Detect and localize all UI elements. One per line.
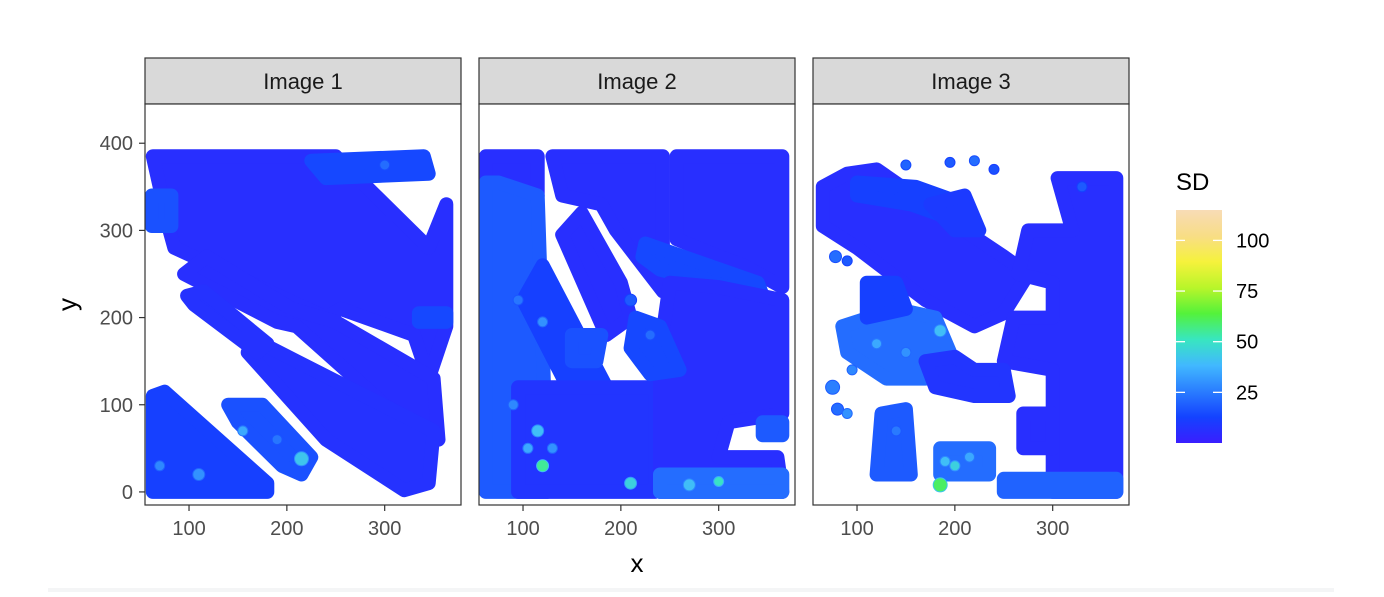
y-tick-label: 300 xyxy=(100,220,133,242)
facet-panel-1: Image 1 100 200 300 xyxy=(145,58,461,540)
data-point xyxy=(842,256,852,266)
x-tick-label: 100 xyxy=(840,518,873,540)
y-tick-label: 0 xyxy=(122,482,133,504)
data-region xyxy=(152,196,172,227)
y-tick-label: 400 xyxy=(100,133,133,155)
data-point xyxy=(513,295,523,305)
data-point xyxy=(193,469,205,481)
data-region xyxy=(867,283,906,318)
data-region xyxy=(877,409,911,474)
data-point xyxy=(683,479,695,491)
data-point xyxy=(508,400,518,410)
legend-title: SD xyxy=(1176,169,1209,196)
x-tick-label: 300 xyxy=(368,518,401,540)
x-tick-label: 200 xyxy=(270,518,303,540)
facet-label: Image 3 xyxy=(931,69,1011,94)
facet-panel-2: Image 2 100 200 300 xyxy=(479,58,795,540)
x-tick-label: 200 xyxy=(604,518,637,540)
data-region xyxy=(518,387,655,492)
x-tick-label: 300 xyxy=(702,518,735,540)
y-tick-label: 100 xyxy=(100,395,133,417)
colorbar xyxy=(1176,210,1222,443)
x-axis-title: x xyxy=(631,548,644,578)
data-point xyxy=(625,294,637,306)
data-point xyxy=(272,435,282,445)
data-point xyxy=(950,461,960,471)
facet-panel-3: Image 3 100 200 300 xyxy=(813,58,1129,540)
data-point xyxy=(523,443,533,453)
x-tick-label: 100 xyxy=(172,518,205,540)
data-point xyxy=(538,317,548,327)
y-tick-label: 200 xyxy=(100,308,133,330)
data-point xyxy=(826,380,840,394)
y-axis-title: y xyxy=(52,298,82,311)
colorbar-tick-label: 25 xyxy=(1236,382,1258,404)
colorbar-tick-label: 100 xyxy=(1236,230,1269,252)
data-point xyxy=(625,477,637,489)
data-point xyxy=(965,452,975,462)
colorbar-tick-label: 75 xyxy=(1236,281,1258,303)
colorbar-tick-label: 50 xyxy=(1236,332,1258,354)
data-region xyxy=(763,422,783,435)
data-point xyxy=(901,160,911,170)
data-point xyxy=(940,456,950,466)
data-point xyxy=(872,339,882,349)
data-point xyxy=(934,325,946,337)
data-point xyxy=(1077,182,1087,192)
data-point xyxy=(830,251,842,263)
facet-label: Image 1 xyxy=(263,69,343,94)
data-point xyxy=(295,452,309,466)
x-tick-label: 300 xyxy=(1036,518,1069,540)
data-point xyxy=(989,164,999,174)
data-region xyxy=(1023,414,1052,449)
data-point xyxy=(380,160,390,170)
facet-label: Image 2 xyxy=(597,69,677,94)
data-point xyxy=(532,425,544,437)
bottom-divider xyxy=(48,588,1334,592)
data-point xyxy=(537,460,549,472)
data-region xyxy=(419,313,446,322)
data-point xyxy=(842,409,852,419)
data-point xyxy=(832,403,844,415)
data-point xyxy=(933,478,947,492)
data-point xyxy=(969,156,979,166)
data-point xyxy=(945,157,955,167)
data-point xyxy=(238,426,248,436)
data-point xyxy=(901,347,911,357)
x-tick-label: 100 xyxy=(506,518,539,540)
data-point xyxy=(714,477,724,487)
x-tick-label: 200 xyxy=(938,518,971,540)
data-region xyxy=(572,335,601,361)
data-region xyxy=(311,156,428,178)
data-point xyxy=(847,365,857,375)
data-point xyxy=(547,443,557,453)
data-point xyxy=(645,330,655,340)
data-region xyxy=(660,283,782,492)
data-point xyxy=(155,461,165,471)
data-region xyxy=(1004,479,1117,492)
data-point xyxy=(891,426,901,436)
